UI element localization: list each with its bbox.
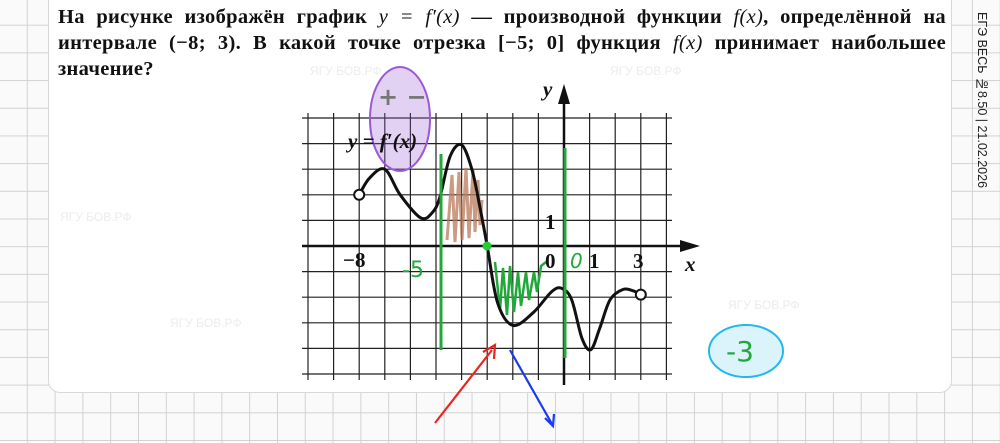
derivative-curve: [357, 142, 642, 352]
blue-arrow: [509, 349, 553, 425]
answer: -3: [726, 335, 754, 368]
y-axis-arrow-icon: [558, 84, 570, 104]
watermark: ЯГУ БОВ.РФ: [728, 298, 800, 312]
tick-label-x-minus8: −8: [343, 248, 365, 272]
problem-card: [49, 0, 951, 392]
zero-point-marker: [482, 241, 492, 251]
x-axis-arrow-icon: [680, 240, 700, 252]
red-arrow-head-icon: [482, 342, 497, 360]
sign-note: + −: [378, 83, 427, 111]
curve-label: y = f′(x): [345, 129, 417, 153]
watermark: ЯГУ БОВ.РФ: [170, 316, 242, 330]
open-endpoint-left: [353, 188, 366, 201]
formula: f(x): [672, 32, 703, 54]
negative-area-scribble: [493, 261, 547, 316]
formula: f(x): [733, 6, 764, 28]
side-caption: ЕГЭ ВЕСЬ №8.50 | 21.02.2026: [975, 12, 989, 189]
tick-label-y-1: 1: [545, 210, 556, 234]
problem-text: На рисунке изображён график y = f′(x) — …: [58, 6, 946, 80]
tick-label-x-1: 1: [589, 249, 600, 273]
watermark: ЯГУ БОВ.РФ: [310, 64, 382, 78]
x-axis-label: x: [684, 252, 696, 276]
left-bound-label: -5: [402, 258, 424, 283]
y-axis-label: y: [540, 77, 553, 101]
positive-area-hatching: [445, 167, 484, 243]
tick-label-x-0: 0: [545, 249, 556, 273]
tick-label-x-3: 3: [633, 249, 644, 273]
answer-bubble: [708, 324, 784, 378]
watermark: ЯГУ БОВ.РФ: [610, 64, 682, 78]
open-endpoint-right: [634, 288, 647, 301]
red-arrow: [434, 349, 493, 424]
blue-arrow-head-icon: [544, 413, 556, 429]
x-axis: [302, 240, 700, 252]
formula: y = f′(x): [378, 6, 460, 28]
sign-note-bubble: [369, 66, 431, 172]
right-bound-label: 0: [570, 249, 583, 273]
watermark: ЯГУ БОВ.РФ: [60, 210, 132, 224]
